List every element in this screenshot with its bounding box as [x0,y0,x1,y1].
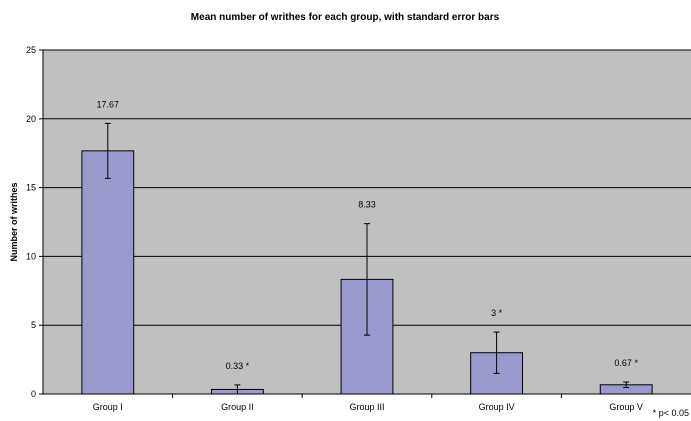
chart-title: Mean number of writhes for each group, w… [191,12,500,23]
y-tick-label: 20 [26,114,36,124]
data-label: 8.33 [358,200,376,210]
y-tick-label: 25 [26,45,36,55]
x-tick-label: Group II [221,402,254,412]
y-tick-label: 0 [31,389,36,399]
data-label: 3 * [491,308,503,318]
bar-1 [81,150,135,395]
y-tick-label: 10 [26,251,36,261]
y-tick-label: 15 [26,183,36,193]
x-tick-label: Group III [349,402,384,412]
y-axis-label: Number of writhes [9,182,19,261]
y-tick-label: 5 [31,320,36,330]
data-label: 0.67 * [614,358,638,368]
x-tick-label: Group I [93,402,123,412]
data-label: 0.33 * [226,361,250,371]
x-tick-label: Group V [609,402,643,412]
x-tick-label: Group IV [479,402,515,412]
data-label: 17.67 [97,99,120,109]
footnote: * p< 0.05 [653,408,689,418]
